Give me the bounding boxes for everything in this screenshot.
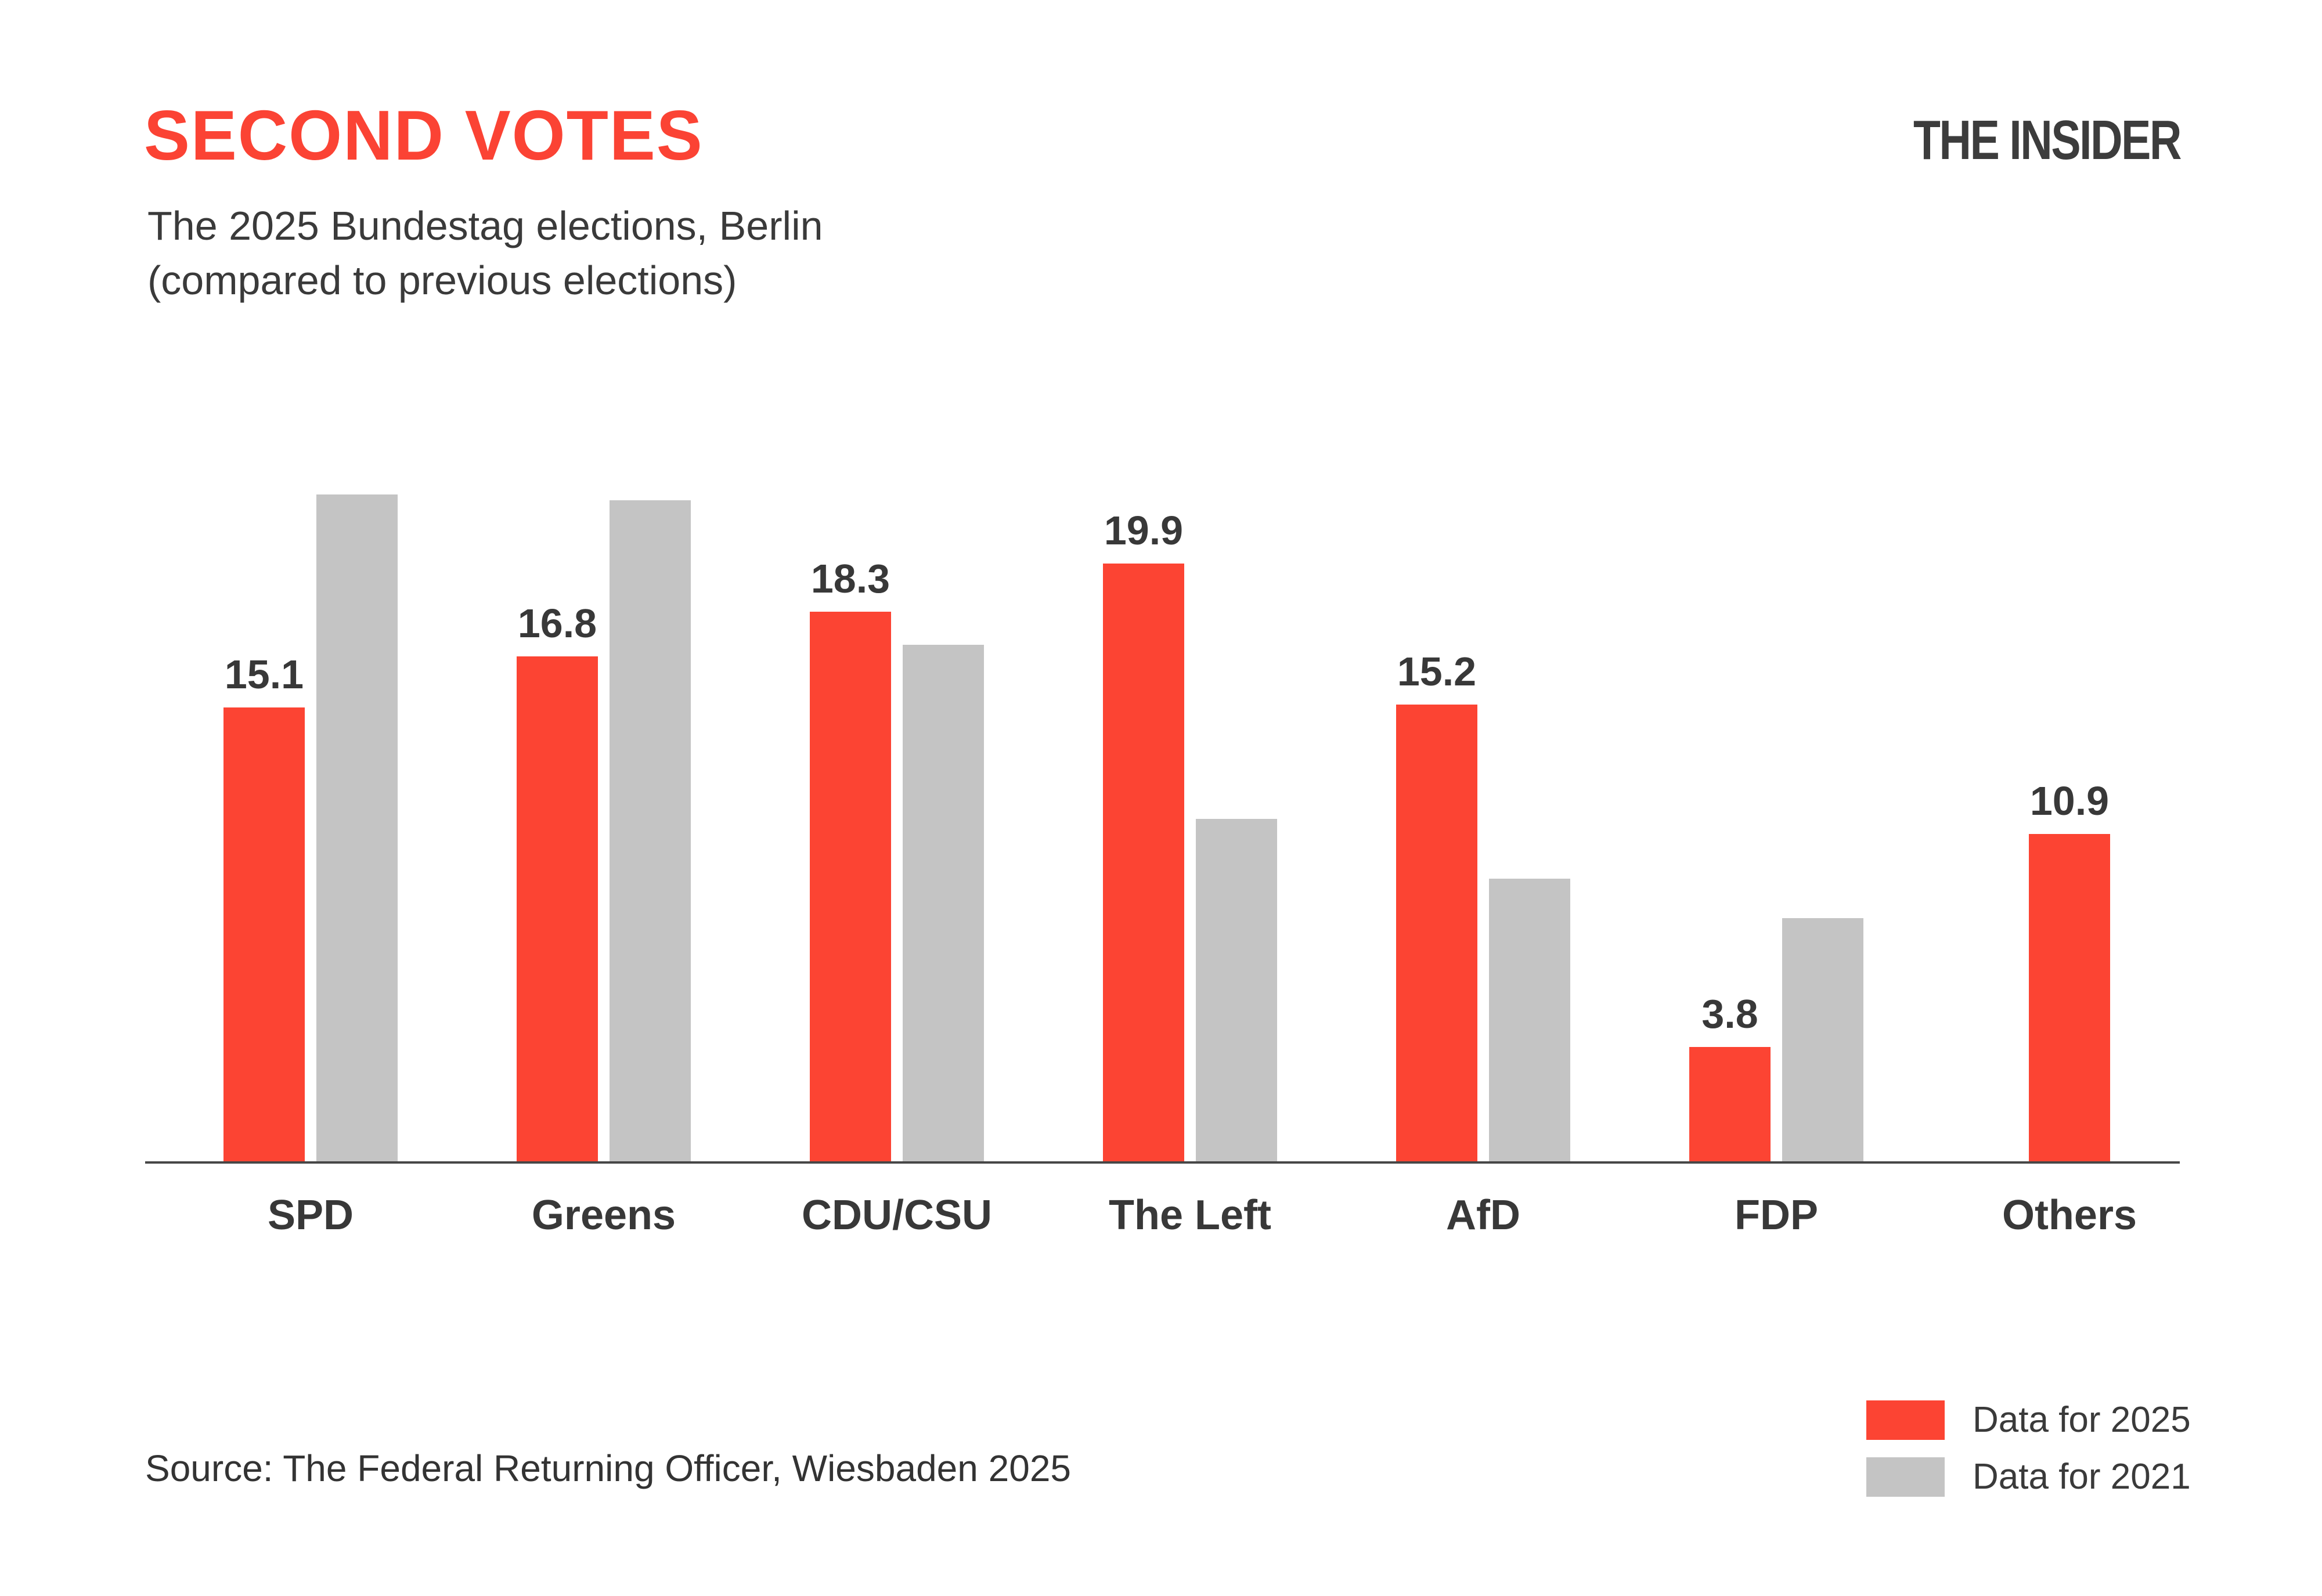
bar-2025-others [2029,833,2110,1161]
value-label-the-left: 19.9 [1104,507,1184,553]
value-label-spd: 15.1 [224,652,304,698]
bar-2025-the-left [1103,563,1184,1161]
bar-2025-afd [1396,705,1477,1161]
legend-item-2025: Data for 2025 [1866,1400,2191,1440]
value-label-cdu-csu: 18.3 [810,555,890,601]
x-axis-line [145,1161,2180,1164]
legend-label-2025: Data for 2025 [1973,1400,2191,1440]
bar-2021-the-left [1196,818,1277,1161]
bar-2025-fdp [1689,1047,1771,1161]
bar-2025-cdu-csu [810,611,891,1161]
legend-swatch-2025 [1866,1400,1945,1440]
page-subtitle: The 2025 Bundestag elections, Berlin (co… [147,198,823,308]
bar-2021-cdu-csu [903,644,984,1161]
category-label-the-left: The Left [1109,1192,1271,1238]
bar-2021-spd [316,494,398,1161]
bar-2025-greens [517,656,598,1161]
bar-2021-fdp [1782,918,1863,1161]
value-label-others: 10.9 [2029,778,2110,824]
legend-label-2021: Data for 2021 [1973,1457,2191,1497]
bar-2025-spd [223,707,305,1161]
category-label-spd: SPD [267,1192,354,1238]
category-label-fdp: FDP [1735,1192,1818,1238]
value-label-fdp: 3.8 [1701,991,1758,1037]
category-label-afd: AfD [1446,1192,1520,1238]
category-label-others: Others [2002,1192,2137,1238]
bar-2021-greens [610,500,691,1161]
value-label-afd: 15.2 [1397,649,1477,695]
value-label-greens: 16.8 [517,601,597,647]
page-title: SECOND VOTES [144,96,704,175]
subtitle-line-2: (compared to previous elections) [147,258,737,303]
chart-legend: Data for 2025 Data for 2021 [1866,1400,2191,1514]
brand-logo: THE INSIDER [1913,109,2182,171]
legend-item-2021: Data for 2021 [1866,1457,2191,1497]
bar-2021-afd [1489,879,1570,1161]
subtitle-line-1: The 2025 Bundestag elections, Berlin [147,203,823,248]
legend-swatch-2021 [1866,1457,1945,1497]
category-label-cdu-csu: CDU/CSU [801,1192,992,1238]
source-note: Source: The Federal Returning Officer, W… [145,1447,1071,1489]
category-label-greens: Greens [531,1192,676,1238]
